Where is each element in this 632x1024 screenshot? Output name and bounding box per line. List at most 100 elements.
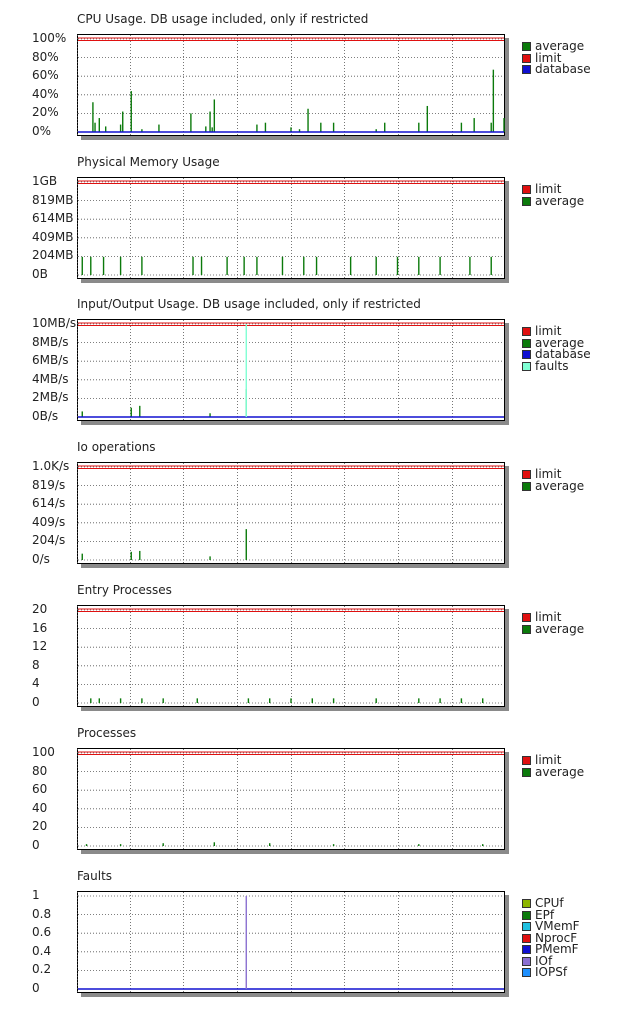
- plot-area: [77, 891, 509, 997]
- plot-frame: [77, 748, 505, 850]
- legend-label: limit: [535, 324, 562, 338]
- legend-swatch: [522, 624, 531, 634]
- legend-label: faults: [535, 358, 569, 373]
- legend-item: average: [522, 335, 591, 350]
- y-tick-label: 204MB: [32, 248, 74, 263]
- legend-swatch: [522, 933, 531, 943]
- chart-legend: limit average: [522, 610, 584, 636]
- y-tick-label: 20%: [32, 105, 59, 120]
- chart-svg: [77, 177, 509, 283]
- legend-item: CPUf: [522, 897, 580, 910]
- legend-label: average: [535, 335, 585, 350]
- legend-item: NprocF: [522, 930, 580, 945]
- legend-swatch: [522, 65, 531, 75]
- y-tick-label: 10MB/s: [32, 316, 77, 330]
- legend-item: average: [522, 195, 584, 208]
- y-tick-label: 819/s: [32, 477, 66, 492]
- y-tick-label: 0.8: [32, 906, 52, 921]
- chart-title: Io operations: [77, 440, 156, 454]
- plot-frame: [77, 319, 505, 421]
- legend-item: IOPSf: [522, 965, 580, 979]
- y-tick-label: 20: [32, 819, 48, 834]
- legend-label: PMemF: [535, 942, 579, 956]
- y-tick-label: 20: [32, 602, 48, 616]
- legend-item: limit: [522, 182, 584, 196]
- legend-label: IOPSf: [535, 965, 568, 979]
- legend-swatch: [522, 613, 531, 623]
- legend-swatch: [522, 956, 531, 966]
- y-tick-label: 80: [32, 763, 48, 778]
- legend-label: limit: [535, 182, 562, 196]
- chart-svg: [77, 34, 509, 140]
- chart-legend: limit average: [522, 182, 584, 208]
- legend-swatch: [522, 481, 531, 491]
- legend-swatch: [522, 185, 531, 195]
- y-tick-label: 0.6: [32, 925, 52, 940]
- legend-swatch: [522, 338, 531, 348]
- legend-swatch: [522, 968, 531, 978]
- y-tick-label: 1: [32, 888, 40, 902]
- y-tick-label: 4: [32, 676, 40, 691]
- legend-label: average: [535, 39, 585, 53]
- legend-swatch: [522, 910, 531, 920]
- plot-frame: [77, 462, 505, 564]
- legend-swatch: [522, 196, 531, 206]
- y-tick-label: 0: [32, 695, 40, 709]
- legend-label: limit: [535, 467, 562, 481]
- legend-item: average: [522, 623, 584, 636]
- plot-area: [77, 462, 509, 568]
- legend-item: database: [522, 62, 591, 76]
- legend-label: EPf: [535, 907, 555, 922]
- y-tick-label: 100: [32, 745, 55, 759]
- legend-label: NprocF: [535, 930, 578, 945]
- plot-frame: [77, 34, 505, 136]
- legend-label: limit: [535, 753, 562, 767]
- legend-swatch: [522, 767, 531, 777]
- chart-title: Physical Memory Usage: [77, 155, 220, 169]
- y-tick-label: 409MB: [32, 229, 74, 244]
- y-tick-label: 60%: [32, 68, 59, 83]
- y-tick-label: 100%: [32, 31, 67, 45]
- y-tick-label: 8MB/s: [32, 334, 69, 349]
- legend-label: limit: [535, 610, 562, 624]
- plot-area: [77, 319, 509, 425]
- y-tick-label: 0: [32, 838, 40, 852]
- y-tick-label: 2MB/s: [32, 390, 69, 405]
- y-tick-label: 0/s: [32, 552, 50, 566]
- legend-item: IOf: [522, 953, 580, 968]
- y-tick-label: 16: [32, 620, 48, 635]
- legend-swatch: [522, 53, 531, 63]
- y-tick-label: 409/s: [32, 514, 66, 529]
- chart-svg: [77, 748, 509, 854]
- legend-item: PMemF: [522, 942, 580, 956]
- y-tick-label: 4MB/s: [32, 371, 69, 386]
- plot-area: [77, 748, 509, 854]
- legend-label: average: [535, 478, 585, 493]
- legend-item: EPf: [522, 907, 580, 922]
- legend-item: faults: [522, 358, 591, 373]
- legend-label: IOf: [535, 953, 553, 968]
- legend-label: database: [535, 62, 591, 76]
- legend-swatch: [522, 470, 531, 480]
- legend-label: database: [535, 347, 591, 361]
- y-tick-label: 6MB/s: [32, 353, 69, 368]
- plot-area: [77, 34, 509, 140]
- y-tick-label: 40%: [32, 86, 59, 101]
- y-tick-label: 8: [32, 657, 40, 672]
- legend-swatch: [522, 899, 531, 909]
- y-tick-label: 12: [32, 639, 48, 654]
- legend-swatch: [522, 756, 531, 766]
- chart-legend: average limit database: [522, 39, 591, 76]
- y-tick-label: 0B/s: [32, 409, 59, 423]
- legend-swatch: [522, 922, 531, 932]
- chart-legend: limit average: [522, 753, 584, 778]
- y-tick-label: 204/s: [32, 533, 66, 548]
- legend-item: limit: [522, 610, 584, 624]
- y-tick-label: 40: [32, 800, 48, 815]
- y-tick-label: 80%: [32, 49, 59, 64]
- y-tick-label: 1GB: [32, 174, 58, 188]
- legend-item: limit: [522, 753, 584, 767]
- legend-item: VMemF: [522, 919, 580, 933]
- legend-label: VMemF: [535, 919, 580, 933]
- legend-item: limit: [522, 467, 584, 481]
